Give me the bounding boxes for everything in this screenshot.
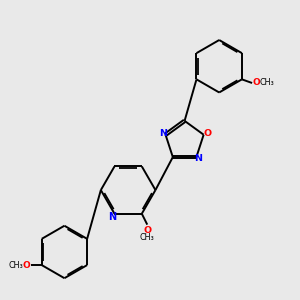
Text: N: N bbox=[195, 154, 203, 163]
Text: N: N bbox=[109, 212, 117, 222]
Text: CH₃: CH₃ bbox=[259, 79, 274, 88]
Text: O: O bbox=[22, 261, 30, 270]
Text: N: N bbox=[159, 130, 167, 139]
Text: O: O bbox=[253, 79, 261, 88]
Text: O: O bbox=[143, 226, 151, 235]
Text: CH₃: CH₃ bbox=[140, 232, 154, 242]
Text: CH₃: CH₃ bbox=[9, 261, 23, 270]
Text: O: O bbox=[203, 130, 211, 139]
